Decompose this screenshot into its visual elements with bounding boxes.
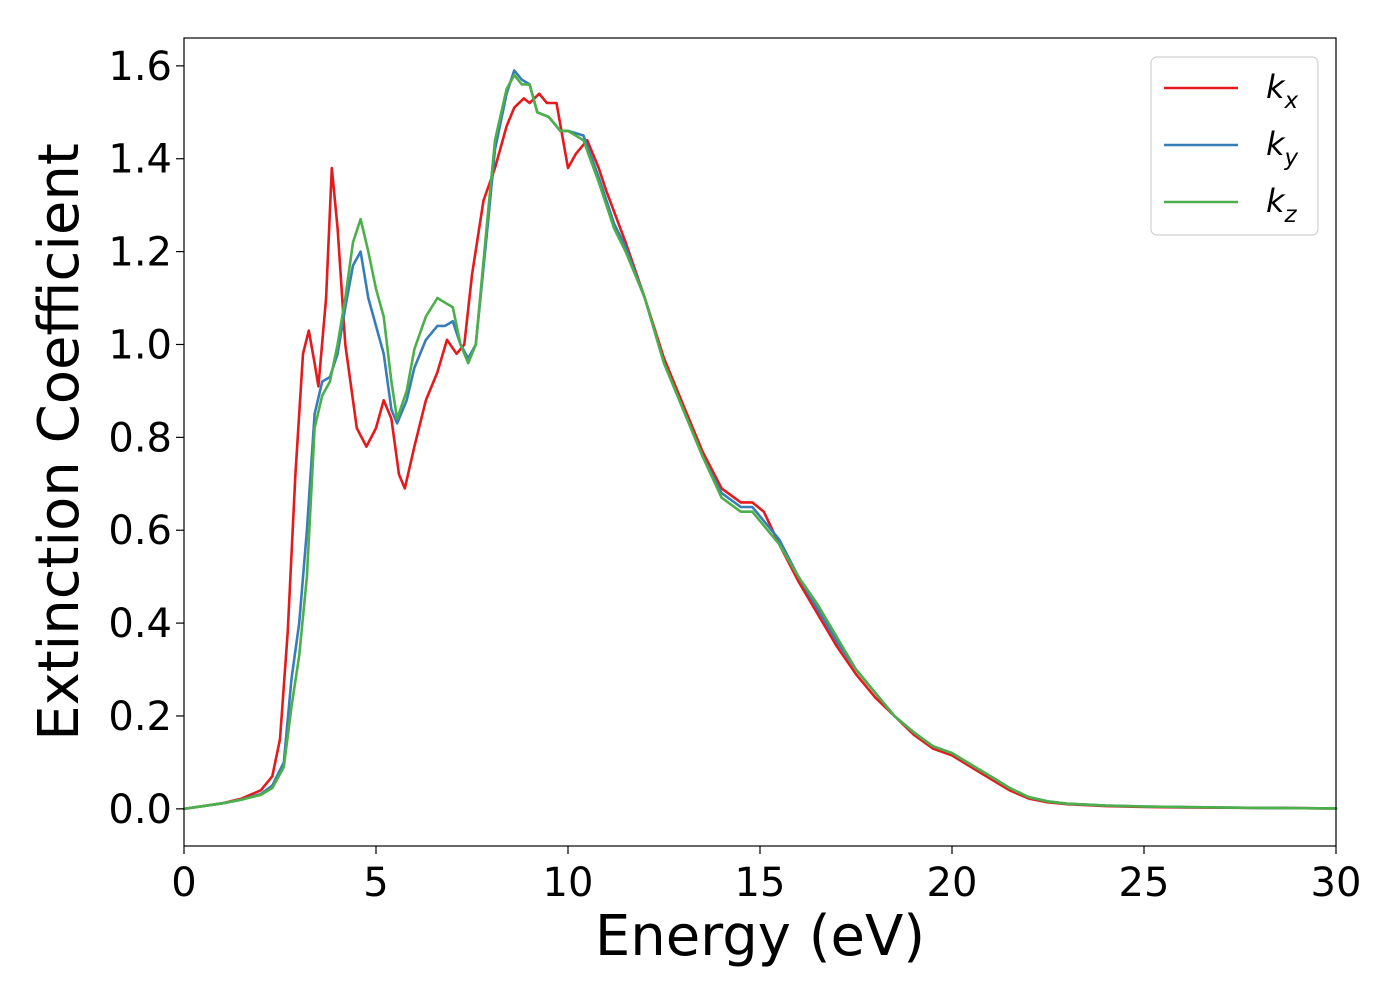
y-tick-label: 1.6 — [108, 44, 172, 90]
legend: kx ky kz — [1150, 56, 1319, 236]
x-tick-label: 25 — [1119, 860, 1170, 906]
y-axis: 0.0 0.2 0.4 0.6 0.8 1.0 1.2 1.4 1.6 — [108, 44, 184, 833]
y-axis-title: Extinction Coefficient — [27, 143, 92, 741]
legend-label-y: ky — [1266, 125, 1299, 171]
legend-label-z: kz — [1266, 182, 1298, 228]
y-tick-label: 0.0 — [108, 787, 172, 833]
x-tick-label: 20 — [927, 860, 978, 906]
x-tick-label: 30 — [1311, 860, 1362, 906]
x-tick-label: 15 — [735, 860, 786, 906]
y-tick-label: 0.8 — [108, 415, 172, 461]
y-tick-label: 0.2 — [108, 694, 172, 740]
y-tick-label: 0.4 — [108, 601, 172, 647]
x-tick-label: 5 — [363, 860, 388, 906]
x-tick-label: 0 — [171, 860, 196, 906]
y-tick-label: 1.0 — [108, 322, 172, 368]
y-tick-label: 1.4 — [108, 137, 172, 183]
x-tick-label: 10 — [543, 860, 594, 906]
legend-label-x: kx — [1266, 68, 1299, 114]
series-line-x — [182, 92, 1338, 811]
plot-area — [184, 38, 1336, 846]
series-layer — [182, 69, 1338, 811]
y-tick-label: 0.6 — [108, 508, 172, 554]
y-tick-label: 1.2 — [108, 230, 172, 276]
series-line-z — [182, 73, 1338, 811]
x-axis: 0 5 10 15 20 25 30 — [171, 846, 1361, 906]
x-axis-title: Energy (eV) — [595, 904, 925, 969]
